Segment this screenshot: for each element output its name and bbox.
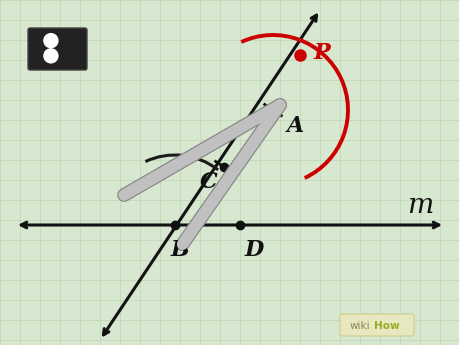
FancyBboxPatch shape [28, 28, 87, 70]
Text: B: B [171, 239, 190, 261]
Text: How: How [374, 321, 399, 331]
Text: D: D [245, 239, 263, 261]
Circle shape [44, 49, 58, 63]
Text: A: A [286, 115, 303, 137]
Text: P: P [313, 42, 330, 64]
FancyBboxPatch shape [339, 314, 413, 336]
Text: C: C [200, 171, 217, 193]
Text: m: m [406, 191, 432, 218]
Text: wiki: wiki [349, 321, 369, 331]
Circle shape [44, 34, 58, 48]
